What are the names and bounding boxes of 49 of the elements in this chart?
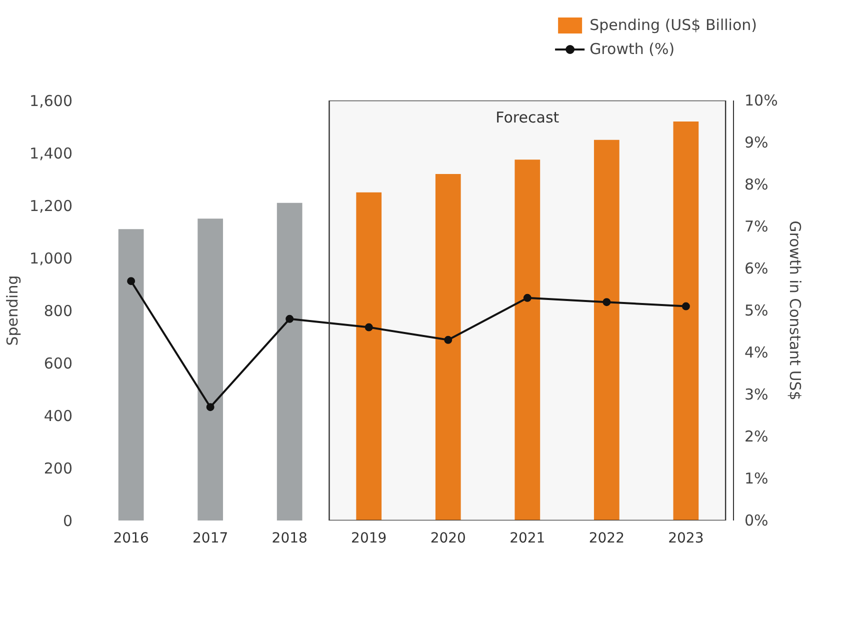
bar: [276, 202, 302, 520]
y-axis-title: Spending: [4, 275, 22, 346]
y2-tick-label: 8%: [744, 176, 768, 194]
point: [602, 298, 611, 306]
y2-tick-label: 4%: [744, 344, 768, 362]
y-tick-label: 1,000: [30, 250, 73, 268]
point: [206, 403, 214, 412]
legend-label: Spending (US$ Billion): [590, 16, 757, 34]
y2-tick-label: 5%: [744, 302, 768, 320]
y2-tick-label: 3%: [744, 386, 768, 404]
x-tick-label: 2017: [192, 530, 228, 546]
x-tick-label: 2019: [351, 530, 387, 546]
bar: [118, 229, 144, 520]
x-tick-label: 2022: [588, 530, 624, 546]
bar: [594, 140, 620, 520]
bar: [198, 218, 224, 520]
bar: [514, 160, 540, 520]
y-tick-label: 200: [44, 460, 73, 478]
y2-tick-label: 9%: [744, 134, 768, 152]
y2-tick-label: 1%: [744, 470, 768, 488]
band-label: Forecast: [496, 108, 560, 126]
y2-tick-label: 2%: [744, 428, 768, 446]
point: [682, 302, 690, 310]
legend-label: Growth (%): [590, 40, 675, 58]
bar: [356, 192, 382, 520]
y2-axis-title: Growth in Constant US$: [786, 220, 804, 400]
x-tick-label: 2016: [113, 530, 149, 546]
y2-tick-label: 7%: [744, 218, 768, 236]
y-tick-label: 0: [62, 512, 73, 530]
y2-tick-label: 10%: [744, 92, 778, 110]
x-tick-label: 2018: [272, 530, 308, 546]
point: [127, 277, 136, 286]
y2-tick-label: 0%: [744, 512, 768, 530]
x-tick-label: 2020: [430, 530, 466, 546]
y-tick-label: 400: [44, 407, 73, 425]
point: [523, 294, 532, 302]
y-tick-label: 1,400: [30, 144, 73, 162]
point: [364, 323, 373, 332]
x-tick-label: 2023: [668, 530, 704, 546]
y-tick-label: 1,200: [30, 197, 73, 215]
y2-tick-label: 6%: [744, 260, 768, 278]
x-tick-label: 2021: [510, 530, 546, 546]
point: [286, 314, 294, 323]
y-tick-label: 600: [44, 354, 73, 372]
y-tick-label: 800: [44, 302, 73, 320]
bar: [435, 174, 461, 520]
bar: [673, 122, 699, 520]
y-tick-label: 1,600: [30, 92, 73, 110]
point: [444, 336, 452, 344]
